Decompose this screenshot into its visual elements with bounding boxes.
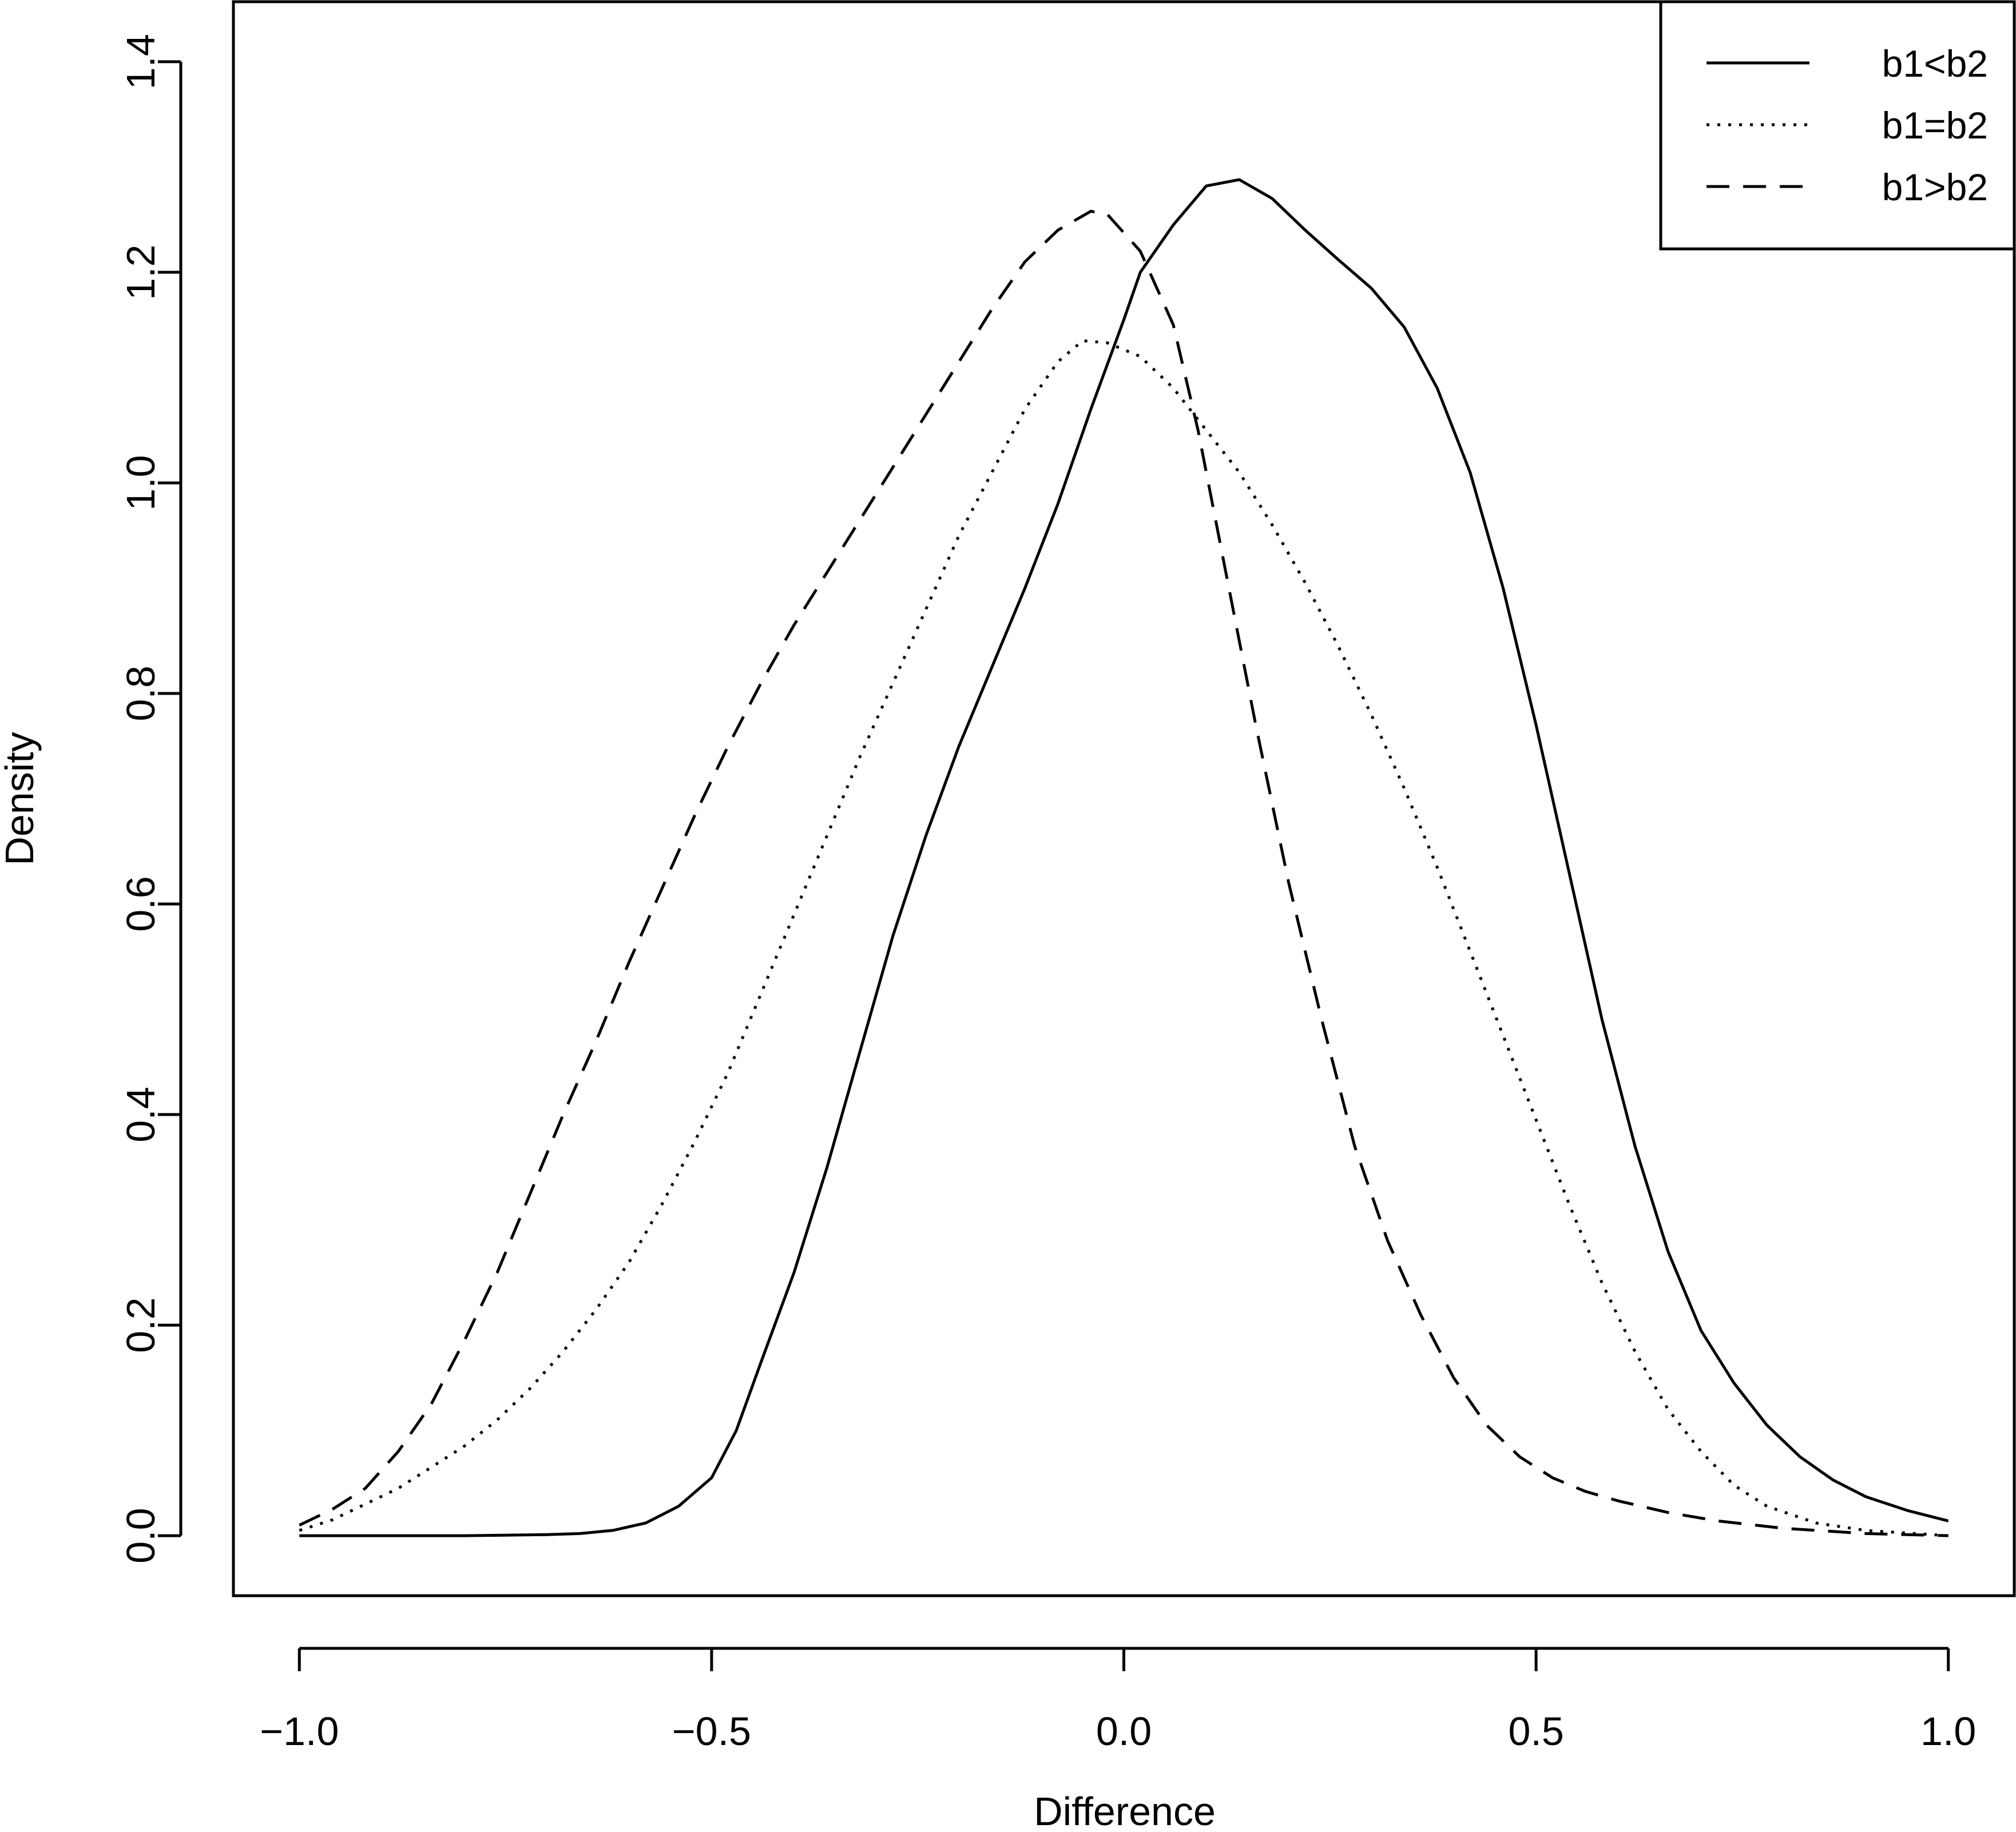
x-axis: −1.0 −0.5 0.0 0.5 1.0 xyxy=(260,1647,1976,1754)
x-tick-label: 1.0 xyxy=(1920,1709,1976,1754)
legend-label-3: b1>b2 xyxy=(1882,166,1988,208)
y-tick-label: 0.6 xyxy=(118,876,163,931)
x-tick-label: 0.5 xyxy=(1508,1709,1563,1754)
legend: b1<b2 b1=b2 b1>b2 xyxy=(1659,0,2016,251)
y-tick-label: 0.2 xyxy=(118,1297,163,1353)
y-tick-label: 0.8 xyxy=(118,665,163,721)
y-tick-label: 1.2 xyxy=(118,244,163,300)
series-line-1 xyxy=(299,178,1949,1537)
x-tick-label: −0.5 xyxy=(672,1709,751,1754)
x-tick-label: 0.0 xyxy=(1096,1709,1152,1754)
x-axis-label: Difference xyxy=(1034,1789,1216,1832)
y-tick-label: 0.0 xyxy=(118,1508,163,1563)
x-tick-label: −1.0 xyxy=(260,1709,339,1754)
y-axis-label: Density xyxy=(0,732,42,865)
y-tick-label: 0.4 xyxy=(118,1086,163,1142)
plot-frame xyxy=(232,0,2016,1597)
y-tick-label: 1.0 xyxy=(118,455,163,510)
series-line-3 xyxy=(299,209,1948,1537)
y-tick-label: 1.4 xyxy=(118,34,163,89)
y-axis: 0.0 0.2 0.4 0.6 0.8 1.0 1.2 1.4 xyxy=(118,34,182,1564)
legend-label-2: b1=b2 xyxy=(1882,104,1988,146)
legend-label-1: b1<b2 xyxy=(1882,42,1988,85)
plot-lines xyxy=(299,178,1949,1537)
